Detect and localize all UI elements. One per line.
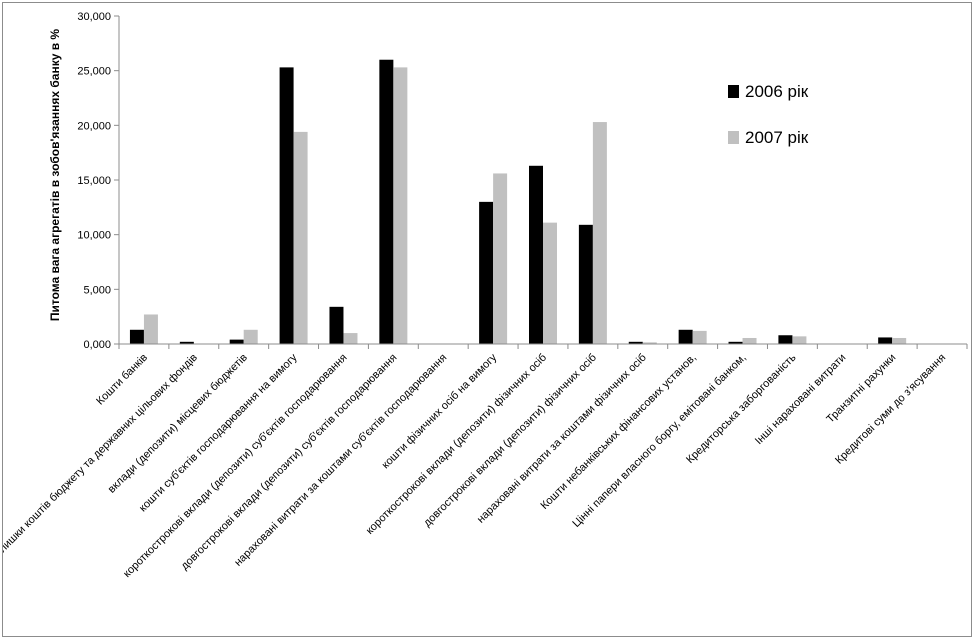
category-label: короткострокові вклади (депозити) фізичн…: [364, 352, 549, 537]
category-label: короткострокові вклади (депозити) суб'єк…: [121, 352, 349, 580]
bar-series-2: [742, 337, 757, 344]
legend-swatch: [728, 131, 739, 144]
bar-series-2: [892, 337, 907, 344]
category-label: Інші нараховані витрати: [753, 352, 848, 447]
y-tick-label: 0,000: [83, 339, 111, 351]
bar-series-2: [592, 122, 607, 344]
bar-series-1: [179, 341, 194, 344]
legend-label: 2007 рік: [745, 128, 809, 147]
y-tick-label: 15,000: [77, 175, 111, 187]
bar-series-1: [379, 59, 394, 344]
bar-series-2: [543, 222, 557, 344]
y-tick-label: 20,000: [77, 120, 111, 132]
axes: [118, 16, 968, 349]
bar-series-1: [628, 341, 643, 344]
bar-series-2: [393, 67, 408, 345]
category-label: нараховані витрати за коштами фізичних о…: [475, 352, 649, 526]
y-axis-title-group: Питома вага агрегатів в зобов'язаннях ба…: [48, 29, 62, 322]
bar-series-2: [493, 173, 508, 344]
bar-series-1: [878, 337, 893, 344]
bar-series-2: [642, 342, 657, 344]
category-label: Кредитові суми до з'ясування: [833, 352, 948, 467]
legend: 2006 рік 2007 рік: [728, 82, 809, 147]
bar-series-1: [279, 67, 294, 345]
y-tick-label: 30,000: [77, 11, 111, 23]
bar-series-1: [678, 329, 693, 344]
bar-series-1: [479, 201, 494, 344]
bar-series-2: [243, 329, 258, 344]
legend-label: 2006 рік: [745, 82, 809, 101]
bar-chart: Питома вага агрегатів в зобов'язаннях ба…: [3, 11, 968, 580]
bar-series-1: [129, 329, 144, 344]
y-tick-label: 10,000: [77, 230, 111, 242]
bar-series-1: [728, 341, 743, 344]
bar-series-2: [293, 131, 308, 344]
bar-series-2: [343, 333, 358, 344]
y-axis-ticks: 0,000 5,000 10,000 15,000 20,000 25,000 30,000: [77, 11, 119, 351]
legend-swatch: [728, 85, 739, 98]
bar-series-2: [792, 336, 807, 344]
bar-series-1: [329, 306, 344, 344]
bar-series-2: [692, 330, 707, 344]
y-tick-label: 25,000: [77, 66, 111, 78]
bar-series-1: [229, 339, 244, 344]
category-label: Кошти банків: [94, 352, 150, 408]
y-axis-title: Питома вага агрегатів в зобов'язаннях ба…: [48, 29, 62, 322]
category-label: Цінні папери власного боргу, емітовані б…: [570, 352, 748, 530]
bar-series-2: [143, 314, 158, 344]
bar-series-1: [778, 335, 793, 344]
bars: [129, 59, 907, 345]
y-tick-label: 5,000: [83, 284, 111, 296]
bar-series-1: [529, 165, 543, 344]
category-label: довгострокові вклади (депозити) фізичних…: [421, 352, 599, 530]
bar-series-1: [578, 224, 593, 344]
